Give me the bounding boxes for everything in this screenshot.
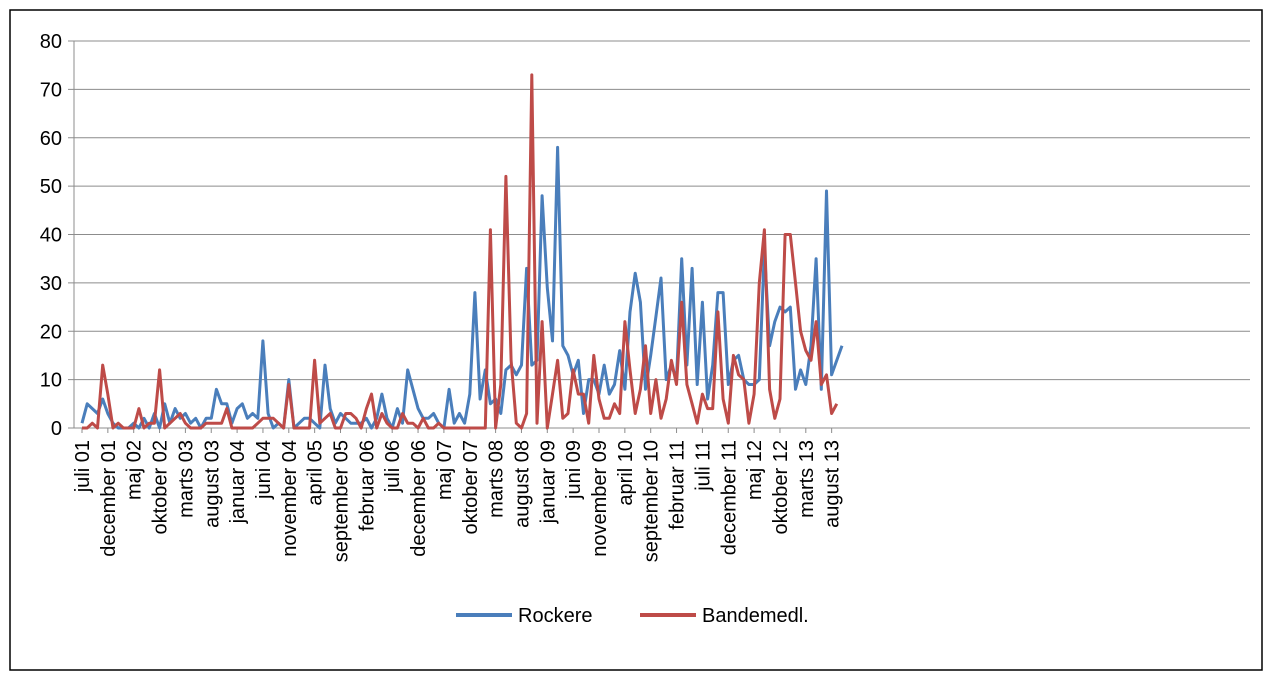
x-tick-label: november 09 [589,440,611,557]
legend-label-rockere: Rockere [518,605,592,627]
x-tick-label: december 01 [98,440,120,557]
legend: Rockere Bandemedl. [456,605,809,627]
x-tick-label: september 10 [641,440,663,562]
x-tick-label: august 13 [822,440,844,528]
x-tick-label: august 08 [511,440,533,528]
x-tick-label: juni 04 [253,440,275,500]
x-tick-label: december 06 [408,440,430,557]
y-tick-label: 10 [40,370,62,392]
x-tick-label: marts 03 [175,440,197,518]
x-tick-label: januar 09 [537,440,559,524]
legend-label-bandemedl: Bandemedl. [702,605,809,627]
axes [68,40,1250,433]
series-lines [80,73,844,430]
x-tick-label: juli 01 [72,440,94,493]
x-tick-label: februar 06 [356,440,378,531]
chart-border [9,9,1263,671]
x-tick-label: december 11 [718,440,740,555]
x-tick-label: maj 07 [434,440,456,500]
x-tick-label: september 05 [331,440,353,562]
x-tick-label: oktober 07 [460,440,482,535]
x-tick-label: juli 11 [692,440,714,492]
x-tick-label: november 04 [279,440,301,557]
series-line-bandemedl [82,73,839,430]
y-tick-label: 40 [40,225,62,247]
series-line-rockere [80,145,844,430]
x-tick-label: maj 12 [744,440,766,500]
y-tick-label: 50 [40,176,62,198]
x-tick-label: juli 06 [382,440,404,493]
x-tick-label: april 05 [305,440,327,506]
y-tick-label: 0 [51,418,62,440]
x-tick-label: marts 13 [796,440,818,518]
x-tick-label: marts 08 [486,440,508,518]
x-tick-label: april 10 [615,440,637,506]
x-tick-label: februar 11 [667,440,689,530]
y-tick-label: 30 [40,273,62,295]
x-tick-label: august 03 [201,440,223,528]
x-tick-label: juni 09 [563,440,585,500]
y-tick-label: 20 [40,321,62,343]
x-tick-label: oktober 12 [770,440,792,535]
y-tick-label: 60 [40,128,62,150]
x-tick-label: oktober 02 [150,440,172,535]
y-tick-label: 80 [40,31,62,53]
x-tick-label: maj 02 [124,440,146,500]
x-tick-label: januar 04 [227,440,249,524]
y-tick-label: 70 [40,79,62,101]
